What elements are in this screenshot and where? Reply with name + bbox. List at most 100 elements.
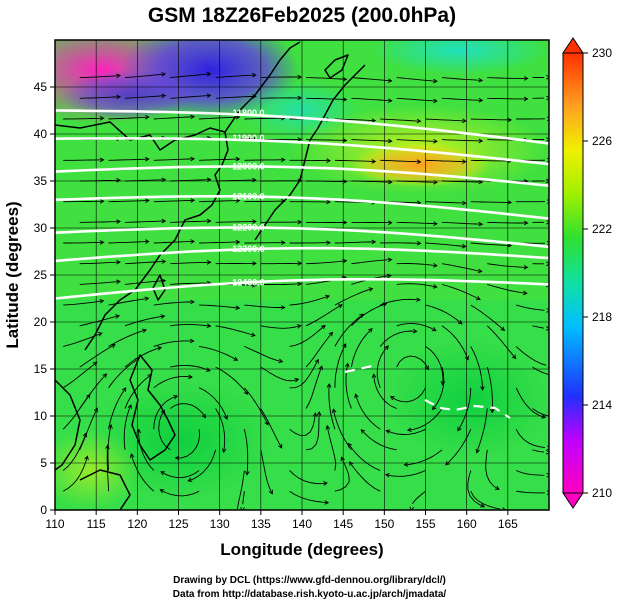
streamline-arrowhead	[233, 356, 239, 361]
streamline	[376, 345, 389, 388]
streamline	[260, 325, 301, 329]
streamline	[170, 324, 211, 327]
streamline-arrowhead	[235, 156, 241, 162]
streamline	[351, 180, 392, 183]
x-tick-label: 165	[498, 517, 518, 531]
streamline-arrowhead	[478, 138, 484, 144]
streamline-arrowhead	[206, 177, 212, 182]
streamline-arrowhead	[342, 179, 348, 184]
coastline-china	[84, 204, 213, 351]
streamline-arrowhead	[206, 260, 212, 265]
streamline	[332, 409, 352, 451]
streamline-arrowhead	[235, 239, 241, 245]
streamline-arrowhead	[99, 298, 105, 304]
streamline-arrowhead	[384, 473, 390, 478]
streamline	[79, 261, 121, 265]
streamline	[170, 94, 211, 99]
x-tick-label: 160	[457, 517, 477, 531]
streamline	[432, 367, 445, 410]
streamline	[106, 445, 109, 492]
streamline	[470, 304, 505, 331]
streamline-arrowhead	[462, 159, 467, 164]
streamline-arrowhead	[480, 386, 485, 391]
x-tick-label: 155	[415, 517, 435, 531]
streamline	[79, 75, 121, 79]
streamline	[347, 443, 381, 471]
streamline	[244, 117, 285, 120]
streamline-arrowhead	[502, 507, 507, 510]
streamline-arrowhead	[511, 354, 517, 360]
streamline-arrowhead	[144, 239, 150, 244]
streamline	[380, 298, 421, 306]
streamline	[244, 345, 283, 363]
coastline-indochina	[55, 379, 81, 471]
height-contour	[55, 165, 549, 187]
streamline	[516, 490, 545, 494]
streamline-arrowhead	[403, 462, 409, 467]
streamline	[350, 328, 373, 368]
streamline-arrowhead	[342, 220, 348, 225]
streamline	[124, 179, 166, 182]
streamline-arrowhead	[160, 409, 165, 415]
streamline	[124, 73, 166, 79]
streamline-arrowhead	[161, 93, 167, 99]
streamline	[515, 428, 545, 449]
streamline-arrowhead	[252, 219, 257, 224]
streamline-arrowhead	[546, 261, 549, 267]
streamline-arrowhead	[457, 426, 462, 432]
coastline-hokkaido	[324, 54, 349, 79]
streamline	[396, 355, 429, 370]
streamline-arrowhead	[546, 95, 549, 101]
streamline-arrowhead	[297, 281, 303, 287]
streamline	[63, 200, 104, 203]
streamline-arrowhead	[433, 98, 438, 104]
streamline	[404, 449, 443, 466]
streamline-arrowhead	[173, 395, 179, 400]
streamline	[170, 282, 211, 285]
streamline	[305, 366, 323, 409]
streamline	[515, 346, 547, 366]
y-tick-label: 30	[34, 221, 48, 235]
colorbar-tick-label: 218	[592, 310, 612, 324]
streamline	[153, 340, 194, 347]
y-tick-label: 40	[34, 127, 48, 141]
streamline-arrowhead	[433, 263, 438, 268]
contour-label: 12300.0	[232, 244, 265, 254]
streamline-arrowhead	[190, 299, 195, 305]
streamline	[124, 280, 166, 285]
streamline	[441, 283, 481, 300]
streamline-arrowhead	[360, 429, 366, 434]
streamline	[124, 346, 162, 368]
y-tick-label: 0	[40, 503, 47, 517]
streamline-arrowhead	[432, 405, 437, 411]
streamline	[170, 364, 211, 372]
streamline	[425, 242, 466, 247]
height-contour	[55, 195, 549, 220]
streamline-arrowhead	[477, 268, 483, 274]
streamline-arrowhead	[433, 221, 438, 227]
streamline-arrowhead	[354, 393, 359, 399]
streamline-arrowhead	[344, 362, 350, 368]
streamline	[124, 374, 152, 409]
streamline-arrowhead	[342, 258, 348, 264]
streamline	[123, 404, 132, 450]
streamline-arrowhead	[240, 506, 245, 510]
streamline-arrowhead	[406, 427, 412, 433]
contour-label: 12000.0	[232, 161, 265, 171]
streamline-arrowhead	[144, 296, 150, 302]
streamline-arrowhead	[116, 94, 121, 100]
streamline-arrowhead	[523, 76, 529, 81]
streamline	[396, 221, 438, 225]
streamline-arrowhead	[387, 220, 393, 225]
streamline	[108, 158, 149, 161]
streamline	[441, 180, 483, 183]
streamline	[79, 373, 107, 409]
streamline-arrowhead	[206, 71, 212, 77]
streamline	[175, 429, 201, 459]
streamline-arrowhead	[174, 455, 180, 461]
streamline	[470, 159, 512, 162]
streamline	[532, 408, 549, 417]
streamline-arrowhead	[480, 503, 486, 508]
streamline-arrowhead	[223, 415, 228, 420]
